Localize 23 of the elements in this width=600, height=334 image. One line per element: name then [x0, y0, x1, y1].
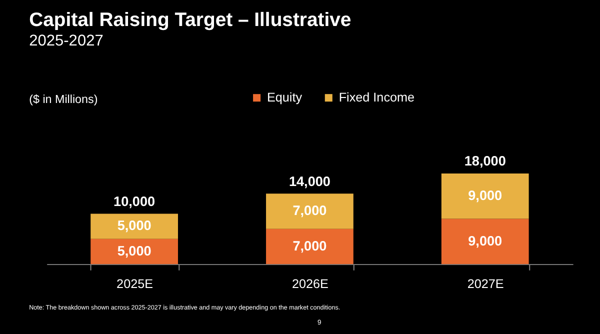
x-tick-label: 2026E — [292, 276, 328, 291]
chart-title: Capital Raising Target – Illustrative — [29, 9, 352, 32]
x-tick-label: 2025E — [116, 276, 154, 291]
bar — [90, 214, 178, 239]
legend-label: Equity — [266, 90, 303, 105]
total-label: 14,000 — [288, 174, 330, 189]
bar — [266, 228, 354, 264]
text: ($ in Millions) — [29, 92, 98, 106]
data-label: 7,000 — [292, 238, 327, 254]
total-label: 10,000 — [114, 194, 156, 209]
data-label: 7,000 — [292, 203, 327, 218]
bar — [90, 238, 178, 264]
data-label: 5,000 — [117, 243, 152, 258]
bar — [441, 218, 529, 264]
x-tick-label: 2027E — [467, 276, 504, 291]
total-label: 18,000 — [464, 154, 506, 169]
data-label: 5,000 — [117, 218, 152, 234]
data-label: 9,000 — [468, 188, 502, 204]
bar — [266, 194, 354, 229]
legend-label: Fixed Income — [338, 90, 415, 105]
data-label: 9,000 — [468, 233, 502, 248]
chart-subtitle: 2025-2027 — [29, 32, 104, 50]
bar — [441, 173, 529, 219]
